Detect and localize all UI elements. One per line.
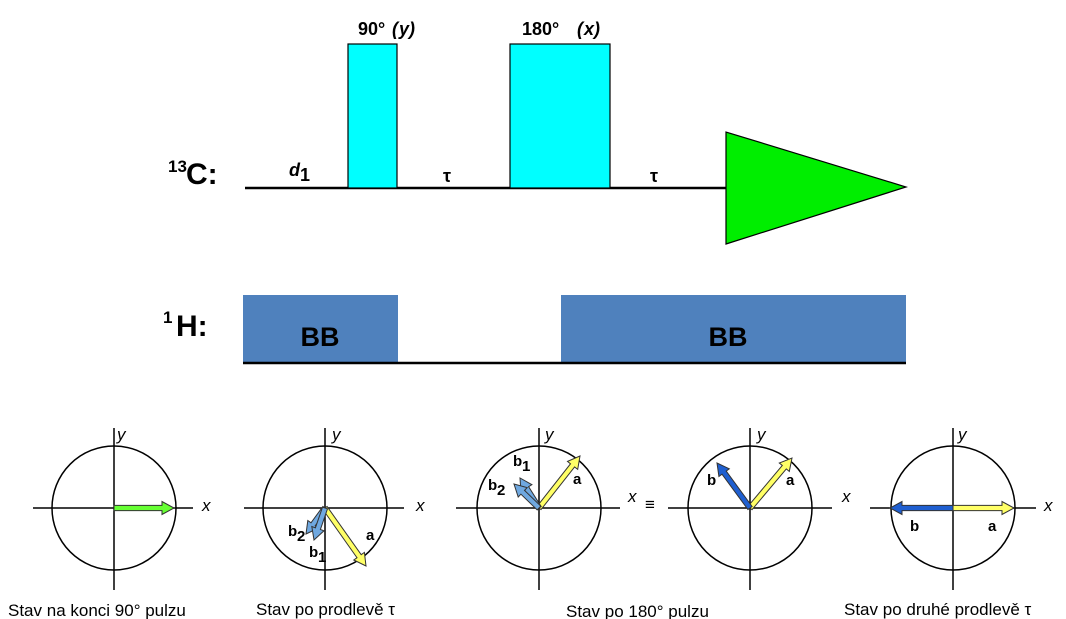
caption-3: Stav po 180° pulzu [566, 602, 709, 619]
y-axis-label: y [116, 425, 127, 444]
pulse-90-phase: y [398, 19, 410, 39]
c13-label: C: [186, 158, 218, 191]
vector-a-label: a [573, 471, 582, 488]
vector-b2-label: b [488, 477, 497, 494]
c13-label-superscript: 13 [168, 157, 187, 176]
caption-2: Stav po prodlevě τ [256, 600, 395, 619]
pulse-180 [509, 43, 611, 189]
acquisition-triangle [725, 131, 909, 245]
equivalence-symbol: ≡ [645, 495, 655, 514]
x-axis-label: x [1043, 496, 1053, 515]
vector-b2-subscript: 2 [497, 482, 505, 499]
vector-b-arrow [716, 462, 753, 511]
vector-b-label: b [707, 472, 716, 489]
h1-channel: 1 H: BB BB [163, 295, 906, 365]
h1-label: H: [176, 310, 208, 343]
pulse-180-phase-close: ) [592, 19, 600, 39]
vector-b1-subscript: 1 [522, 458, 530, 475]
vector-b2-label: b [288, 523, 297, 540]
vector-b-label: b [910, 518, 919, 535]
decoupling-label-2: BB [709, 322, 748, 352]
vector-diagram-3: y x a b 1 b 2 Stav po 180° pulzu [456, 425, 709, 619]
vector-a-arrow [536, 455, 581, 511]
delay-tau-2: τ [650, 166, 658, 186]
h1-label-superscript: 1 [163, 308, 172, 327]
delay-d1-subscript: 1 [300, 165, 310, 185]
vector-b1-label: b [513, 453, 522, 470]
y-axis-label: y [756, 425, 767, 444]
vector-a-label: a [786, 472, 795, 489]
y-axis-label: y [544, 425, 555, 444]
vector-diagram-4: y x a b [668, 425, 851, 590]
x-axis-label: x [415, 496, 425, 515]
y-axis-label: y [957, 425, 968, 444]
decoupling-block-1 [243, 295, 398, 363]
decoupling-block-2 [561, 295, 906, 363]
x-axis-label: x [841, 487, 851, 506]
pulse-180-phase-open: ( [577, 19, 585, 39]
vector-b1-label: b [309, 544, 318, 561]
caption-4: Stav po druhé prodlevě τ [844, 600, 1032, 619]
vector-b2-arrow [513, 483, 542, 511]
vector-a-label: a [988, 518, 997, 535]
x-axis-label: x [201, 496, 211, 515]
pulse-180-phase: x [583, 19, 595, 39]
vector-b2-subscript: 2 [297, 528, 305, 545]
vector-green-arrow [113, 500, 176, 516]
c13-channel: 13 C: 90° ( y ) 180° ( x ) d 1 τ τ [168, 19, 909, 245]
vector-a-arrow [952, 500, 1016, 516]
pulse-90 [347, 43, 398, 189]
decoupling-label-1: BB [301, 322, 340, 352]
vector-a-arrow [747, 457, 793, 511]
pulse-180-label: 180° [522, 19, 559, 39]
pulse-90-phase-open: ( [392, 19, 400, 39]
vector-b-arrow [888, 500, 954, 516]
delay-d1: d [289, 160, 301, 180]
vector-b1-subscript: 1 [318, 549, 326, 566]
pulse-90-label: 90° [358, 19, 385, 39]
caption-1: Stav na konci 90° pulzu [8, 601, 186, 619]
vector-a-arrow [322, 505, 367, 567]
vector-diagram-5: y x a b Stav po druhé prodlevě τ [844, 425, 1053, 619]
y-axis-label: y [331, 425, 342, 444]
vector-diagram-1: y x Stav na konci 90° pulzu [8, 425, 211, 619]
pulse-90-phase-close: ) [407, 19, 415, 39]
x-axis-label: x [627, 487, 637, 506]
vector-b1-arrow [311, 506, 329, 541]
vector-diagram-2: y x a b 2 b 1 Stav po prodlevě τ [244, 425, 425, 619]
delay-tau-1: τ [443, 166, 451, 186]
vector-a-label: a [366, 527, 375, 544]
